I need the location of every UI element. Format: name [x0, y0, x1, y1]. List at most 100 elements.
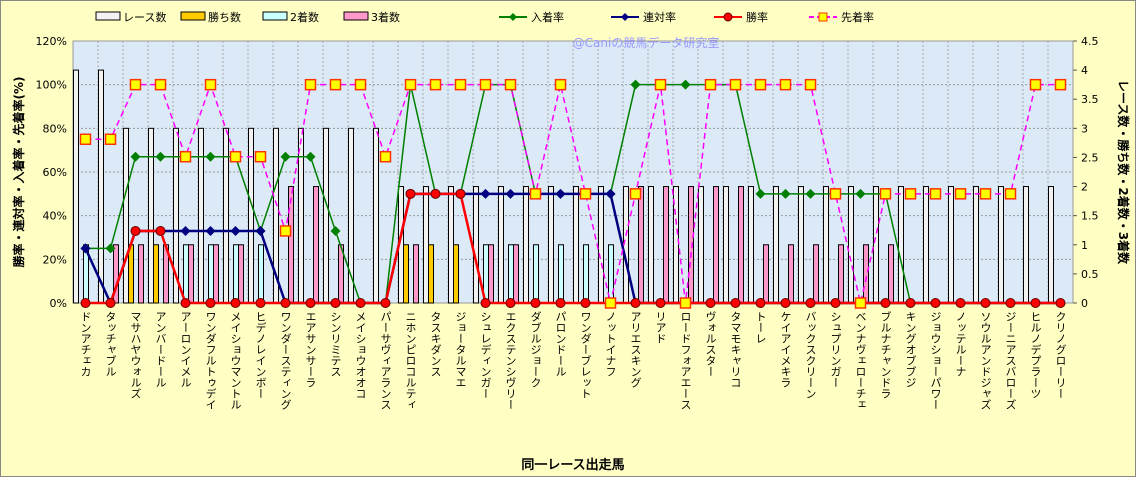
point-先着率	[454, 78, 467, 91]
bar-レース数	[423, 186, 429, 304]
point-勝率	[455, 188, 466, 199]
point-先着率	[329, 78, 342, 91]
legend-label: レース数	[123, 11, 166, 24]
bar-レース数	[248, 127, 254, 304]
bar-レース数	[123, 127, 129, 304]
point-勝率	[430, 188, 441, 199]
point-連対率	[505, 188, 516, 199]
bar-レース数	[998, 186, 1004, 304]
point-先着率	[1004, 188, 1017, 200]
legend-swatch	[95, 11, 121, 21]
bar-3着数	[738, 186, 744, 304]
x-tick-label: クリノグローリー	[1054, 311, 1067, 399]
point-勝率	[480, 298, 491, 308]
left-tick-label: 20%	[43, 253, 67, 266]
point-勝率	[80, 298, 91, 308]
x-tick-label: ジョータルマエ	[454, 311, 467, 388]
point-勝率	[755, 298, 766, 308]
legend-label: 先着率	[841, 10, 874, 24]
point-勝率	[405, 188, 416, 199]
x-axis-title: 同一レース出走馬	[521, 457, 624, 473]
x-tick-label: タッチャブル	[104, 311, 117, 377]
bar-3着数	[763, 244, 769, 304]
point-勝率	[905, 298, 916, 308]
legend-label: 勝ち数	[208, 10, 241, 24]
x-tick-label: ケイアイメキラ	[779, 311, 792, 388]
bar-レース数	[598, 186, 604, 304]
bar-勝ち数	[153, 244, 159, 304]
legend-swatch	[343, 11, 369, 21]
point-先着率	[904, 188, 917, 200]
point-勝率	[630, 298, 641, 308]
bar-3着数	[663, 186, 669, 304]
legend-label: 3着数	[371, 10, 400, 24]
point-先着率	[204, 78, 217, 91]
point-勝率	[655, 298, 666, 308]
bar-3着数	[863, 244, 869, 304]
legend-marker	[723, 12, 733, 22]
line-先着率	[85, 82, 1061, 304]
point-先着率	[529, 188, 542, 200]
bar-2着数	[508, 244, 514, 304]
bar-レース数	[498, 186, 504, 304]
point-先着率	[929, 188, 942, 200]
point-勝率	[530, 298, 541, 308]
bar-レース数	[923, 186, 929, 304]
x-tick-label: ジョウショーパワー	[929, 311, 942, 410]
x-tick-label: ソウルアンドジャズ	[979, 311, 992, 410]
point-先着率	[729, 78, 742, 91]
point-勝率	[780, 298, 791, 308]
point-勝率	[1030, 298, 1041, 308]
bar-レース数	[798, 186, 804, 304]
bar-レース数	[948, 186, 954, 304]
right-axis-title: レース数・勝ち数・2着数・3着数	[1116, 80, 1131, 265]
bar-3着数	[838, 244, 844, 304]
legend-marker	[509, 13, 517, 21]
x-tick-label: キングオブブジ	[904, 311, 917, 388]
point-勝率	[730, 298, 741, 308]
x-tick-label: ドンアチェカ	[79, 311, 92, 377]
x-tick-label: アンバードール	[154, 311, 167, 388]
point-入着率	[205, 151, 216, 162]
bar-3着数	[188, 244, 194, 304]
right-tick-label: 4	[1081, 64, 1088, 77]
x-tick-label: シュプリンガー	[829, 311, 842, 388]
point-入着率	[130, 151, 141, 162]
point-先着率	[654, 78, 667, 91]
x-tick-label: ヴォルスター	[704, 311, 717, 377]
point-連対率	[555, 188, 566, 199]
bar-3着数	[813, 244, 819, 304]
x-tick-label: ノッテルーナ	[954, 311, 967, 377]
point-勝率	[930, 298, 941, 308]
right-tick-label: 3	[1081, 122, 1088, 135]
bar-勝ち数	[453, 244, 459, 304]
point-先着率	[354, 78, 367, 91]
point-連対率	[605, 188, 616, 199]
point-入着率	[630, 79, 641, 90]
point-先着率	[79, 133, 92, 145]
x-tick-label: メイショウオオコ	[354, 311, 367, 399]
bar-2着数	[558, 244, 564, 304]
left-tick-label: 80%	[43, 122, 67, 135]
bar-レース数	[748, 186, 754, 304]
point-連対率	[205, 225, 216, 236]
point-勝率	[280, 298, 291, 308]
point-連対率	[255, 225, 266, 236]
x-tick-label: ブルナチャンドラ	[879, 310, 892, 399]
bar-3着数	[113, 244, 119, 304]
legend-label: 入着率	[531, 10, 564, 24]
point-入着率	[155, 151, 166, 162]
point-先着率	[154, 78, 167, 91]
point-勝率	[555, 298, 566, 308]
point-先着率	[229, 150, 242, 163]
x-tick-label: エアサンサーラ	[304, 311, 317, 388]
x-tick-label: ヒデノレインボー	[254, 311, 267, 399]
point-先着率	[504, 78, 517, 91]
x-tick-label: メイショウマントル	[229, 311, 242, 410]
bar-3着数	[288, 186, 294, 304]
bar-レース数	[448, 186, 454, 304]
x-tick-label: ワンダースティング	[279, 311, 292, 410]
point-先着率	[1054, 78, 1067, 91]
point-入着率	[780, 188, 791, 199]
